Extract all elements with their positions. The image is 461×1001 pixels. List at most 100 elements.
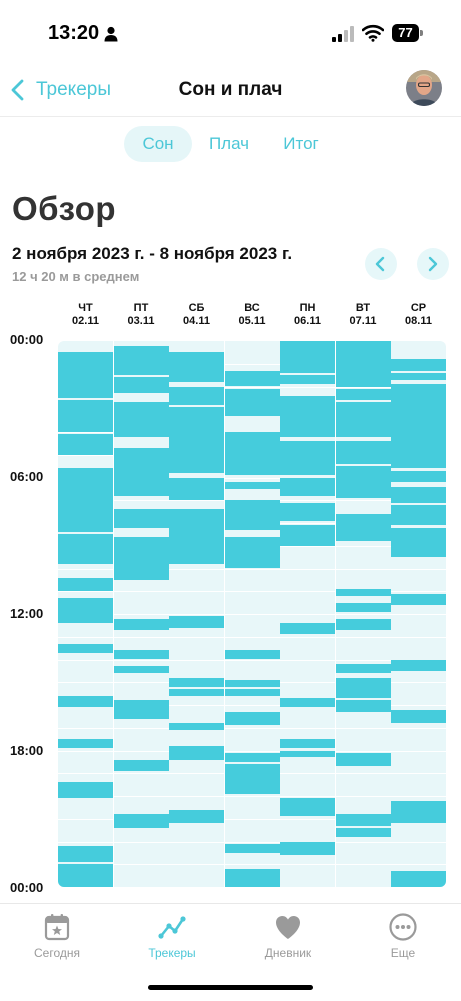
day-of-week: ПН — [299, 302, 316, 314]
hour-gridline — [58, 727, 113, 729]
sleep-segment — [391, 659, 446, 671]
hour-gridline — [113, 727, 169, 729]
hour-gridline — [169, 864, 224, 866]
sleep-segment — [58, 598, 113, 624]
sleep-segment — [58, 352, 113, 398]
tab-label: Сегодня — [34, 946, 80, 960]
segment-summary[interactable]: Итог — [283, 134, 319, 153]
hour-gridline — [113, 682, 169, 684]
next-week-button[interactable] — [417, 248, 449, 280]
day-column-header: СР 08.11 — [391, 302, 446, 328]
hour-gridline — [169, 500, 224, 502]
previous-week-button[interactable] — [365, 248, 397, 280]
sleep-segment — [58, 782, 113, 799]
hour-gridline — [280, 864, 335, 866]
sleep-segment — [58, 434, 113, 455]
sleep-segment — [280, 477, 335, 496]
sleep-segment — [335, 752, 391, 767]
y-axis-label: 12:00 — [10, 606, 44, 621]
hour-gridline — [113, 773, 169, 775]
sleep-segment — [224, 752, 280, 762]
day-column-header: ПН 06.11 — [280, 302, 335, 328]
sleep-segment — [58, 643, 113, 653]
status-bar: 13:20 77 — [0, 0, 461, 66]
nav-bar: Трекеры Сон и плач — [0, 66, 461, 117]
person-icon — [104, 26, 118, 42]
sleep-segment — [224, 650, 280, 660]
sleep-segment — [280, 739, 335, 749]
sleep-chart — [58, 341, 446, 887]
sleep-segment — [224, 500, 280, 530]
tab-label: Дневник — [264, 946, 312, 960]
hour-gridline — [224, 614, 280, 615]
sleep-segment — [113, 666, 169, 674]
hour-gridline — [335, 864, 391, 866]
sleep-segment — [58, 534, 113, 564]
hour-gridline — [391, 591, 446, 593]
day-of-week: СБ — [188, 302, 205, 314]
sleep-segment — [169, 406, 224, 473]
tab-label: Трекеры — [148, 946, 196, 960]
sleep-segment — [224, 711, 280, 726]
hour-gridline — [280, 614, 335, 615]
sleep-segment — [335, 700, 391, 712]
segment-sleep[interactable]: Сон — [124, 126, 192, 162]
chevron-right-icon — [428, 256, 438, 272]
sleep-segment — [391, 527, 446, 558]
sleep-segment — [224, 482, 280, 489]
hour-gridline — [280, 773, 335, 775]
day-of-week: ВТ — [355, 302, 371, 314]
battery-icon: 77 — [392, 24, 424, 42]
day-of-week: ПТ — [133, 302, 149, 314]
back-button[interactable]: Трекеры — [10, 76, 111, 104]
tab-more[interactable]: Еще — [353, 912, 453, 960]
day-date: 02.11 — [72, 315, 99, 327]
day-column-header: ЧТ 02.11 — [58, 302, 113, 328]
hour-gridline — [391, 727, 446, 729]
sleep-segment — [58, 577, 113, 592]
avatar[interactable] — [406, 70, 442, 106]
more-icon — [389, 913, 417, 941]
back-label: Трекеры — [36, 79, 111, 100]
day-date: 05.11 — [238, 315, 266, 327]
hour-gridline — [280, 545, 335, 547]
tab-bar: Сегодня Трекеры Дневник Еще — [0, 903, 461, 1001]
sleep-segment — [224, 370, 280, 387]
sleep-segment — [391, 800, 446, 824]
y-axis-label: 00:00 — [10, 880, 44, 895]
heart-icon — [276, 916, 300, 939]
day-column-header: ПТ 03.11 — [114, 302, 169, 328]
day-date: 08.11 — [405, 315, 432, 327]
sleep-segment — [113, 759, 169, 771]
tab-trackers[interactable]: Трекеры — [122, 912, 222, 960]
day-of-week: ВС — [244, 302, 260, 314]
hour-gridline — [391, 705, 446, 706]
sleep-segment — [113, 345, 169, 376]
sleep-segment — [335, 664, 391, 674]
hour-gridline — [224, 864, 280, 866]
hour-gridline — [169, 614, 224, 615]
sleep-segment — [169, 677, 224, 687]
hour-gridline — [335, 500, 391, 502]
sleep-segment — [113, 377, 169, 394]
hour-gridline — [391, 796, 446, 797]
hour-gridline — [224, 659, 280, 661]
hour-gridline — [280, 682, 335, 684]
segment-crying[interactable]: Плач — [208, 134, 250, 153]
hour-gridline — [280, 659, 335, 661]
sleep-segment — [280, 698, 335, 708]
tab-diary[interactable]: Дневник — [238, 912, 338, 960]
hour-gridline — [391, 682, 446, 684]
day-column-header: ВС 05.11 — [225, 302, 280, 328]
y-axis-label: 06:00 — [10, 469, 44, 484]
chevron-left-icon — [375, 256, 385, 272]
sleep-segment — [391, 359, 446, 371]
cellular-signal-icon — [332, 26, 354, 42]
sleep-segment — [335, 466, 391, 498]
chevron-left-icon — [11, 79, 24, 101]
sleep-segment — [335, 827, 391, 837]
tab-today[interactable]: Сегодня — [7, 912, 107, 960]
hour-gridline — [113, 796, 169, 797]
sleep-segment — [58, 864, 113, 887]
sleep-segment — [391, 384, 446, 469]
